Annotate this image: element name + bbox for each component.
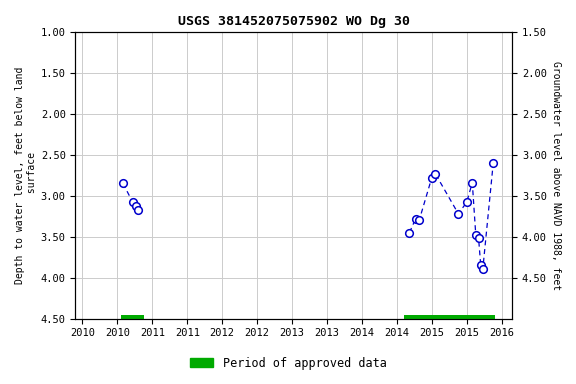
Bar <box>404 315 495 322</box>
Title: USGS 381452075075902 WO Dg 30: USGS 381452075075902 WO Dg 30 <box>178 15 410 28</box>
Legend: Period of approved data: Period of approved data <box>185 352 391 374</box>
Y-axis label: Groundwater level above NAVD 1988, feet: Groundwater level above NAVD 1988, feet <box>551 61 561 290</box>
Y-axis label: Depth to water level, feet below land
 surface: Depth to water level, feet below land su… <box>15 66 37 284</box>
Bar <box>121 315 144 322</box>
